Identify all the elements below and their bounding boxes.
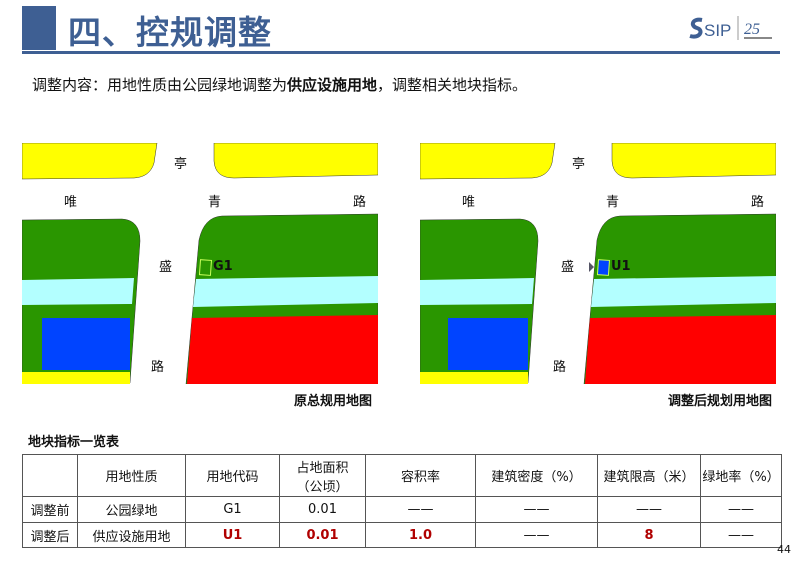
intro-highlight: 供应设施用地 [287, 76, 378, 94]
road-label: 盛 [561, 260, 575, 275]
residential-parcel-nw [22, 143, 158, 180]
title-accent-bar [22, 6, 56, 46]
water-band-w [420, 278, 534, 305]
header-cell: 建筑限高（米） [597, 454, 701, 497]
header-cell: 容积率 [365, 454, 476, 497]
plot-code-label: G1 [213, 259, 233, 274]
commercial-parcel-e [585, 315, 776, 384]
table-cell: —— [700, 496, 782, 523]
water-band-w [22, 278, 134, 305]
header-cell [22, 454, 78, 497]
commercial-parcel-e [187, 315, 378, 384]
table-cell: 公园绿地 [77, 496, 186, 523]
map-caption-original: 原总规用地图 [293, 394, 372, 409]
table-cell: 1.0 [365, 522, 476, 548]
plot-U1 [596, 259, 611, 276]
header-cell: 用地性质 [77, 454, 186, 497]
residential-parcel-sw [420, 372, 528, 384]
intro-text: 调整内容：用地性质由公园绿地调整为供应设施用地，调整相关地块指标。 [32, 74, 527, 95]
adjusted-land-use-map: 亭 唯 青 路 盛 路 U1 [420, 143, 776, 384]
road-label: 盛 [159, 260, 173, 275]
pointer-arrow-icon [589, 262, 594, 272]
residential-parcel-nw [420, 143, 556, 180]
header-area-line2: （公顷） [296, 479, 349, 495]
table-row: 调整后 供应设施用地 U1 0.01 1.0 —— 8 —— [22, 522, 782, 548]
row-label: 调整前 [22, 496, 78, 523]
road-label: 路 [751, 195, 765, 210]
plot-G1 [198, 259, 213, 276]
education-parcel-w [448, 318, 528, 370]
page-title: 四、控规调整 [68, 13, 272, 52]
header-area-line1: 占地面积 [296, 460, 349, 476]
header-cell: 绿地率（%） [700, 454, 782, 497]
header-cell: 建筑密度（%） [475, 454, 598, 497]
title-divider [22, 51, 780, 54]
road-label: 路 [151, 360, 165, 375]
table-cell: 0.01 [279, 522, 366, 548]
road-label: 唯 [64, 195, 78, 210]
table-cell: 0.01 [279, 496, 366, 523]
page-number: 44 [777, 543, 791, 556]
original-land-use-map: 亭 唯 青 路 盛 路 G1 [22, 143, 378, 384]
table-cell: —— [597, 496, 701, 523]
table-row: 调整前 公园绿地 G1 0.01 —— —— —— —— [22, 496, 782, 523]
plot-code-label: U1 [611, 259, 631, 274]
table-cell: U1 [185, 522, 280, 548]
plot-indicator-table: 用地性质 用地代码 占地面积 （公顷） 容积率 建筑密度（%） 建筑限高（米） 绿… [22, 454, 782, 548]
table-cell: —— [700, 522, 782, 548]
table-cell: —— [475, 522, 598, 548]
road-label: 青 [606, 195, 620, 210]
intro-prefix: 调整内容：用地性质由公园绿地调整为 [32, 76, 288, 94]
water-band-e [591, 276, 776, 307]
header-cell: 占地面积 （公顷） [279, 454, 366, 497]
map-caption-adjusted: 调整后规划用地图 [667, 394, 772, 409]
intro-suffix: ，调整相关地块指标。 [377, 76, 528, 94]
logo-text: SIP [704, 21, 731, 40]
residential-parcel-ne [213, 143, 378, 179]
residential-parcel-ne [611, 143, 776, 179]
residential-parcel-sw [22, 372, 130, 384]
table-cell: 供应设施用地 [77, 522, 186, 548]
road-label: 亭 [174, 157, 188, 172]
road-label: 亭 [572, 157, 586, 172]
road-label: 唯 [462, 195, 476, 210]
table-cell: G1 [185, 496, 280, 523]
road-label: 路 [553, 360, 567, 375]
table-title: 地块指标一览表 [28, 435, 120, 450]
road-label: 路 [353, 195, 367, 210]
sip-logo: SIP 25 [689, 16, 772, 40]
table-header-row: 用地性质 用地代码 占地面积 （公顷） 容积率 建筑密度（%） 建筑限高（米） 绿… [22, 454, 782, 497]
table-cell: —— [365, 496, 476, 523]
title-accent-bar-bottom [22, 46, 56, 50]
logo-mark: 25 [744, 21, 760, 38]
water-band-e [193, 276, 378, 307]
header-cell: 用地代码 [185, 454, 280, 497]
row-label: 调整后 [22, 522, 78, 548]
table-cell: —— [475, 496, 598, 523]
education-parcel-w [42, 318, 130, 370]
road-label: 青 [208, 195, 222, 210]
table-cell: 8 [597, 522, 701, 548]
